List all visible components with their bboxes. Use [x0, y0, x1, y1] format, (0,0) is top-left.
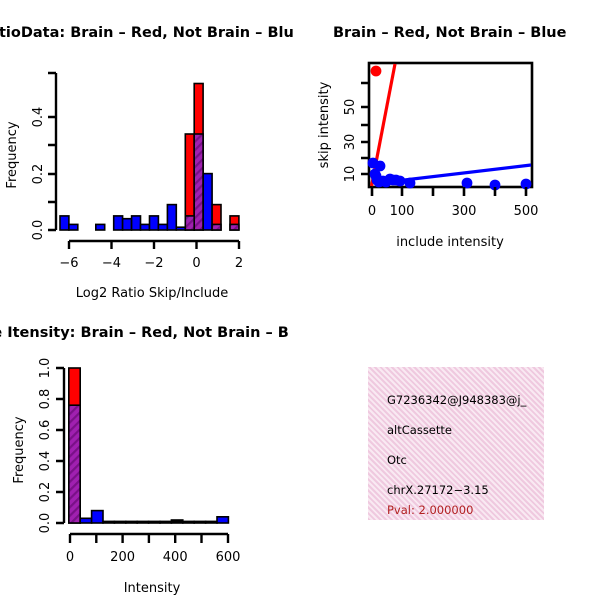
intensity-hist-ylabel: Frequency: [12, 416, 27, 483]
scatter-y-axis: 10 30 50 skip intensity: [317, 81, 369, 182]
intensity-xtick-200: 200: [110, 550, 135, 565]
intensity-hist-xlabel: Intensity: [124, 581, 181, 596]
intensity-histogram-panel: 0.0 0.2 0.4 0.6 0.8 1.0 Frequency 0 200 …: [0, 355, 290, 600]
ratio-xtick-2: 2: [235, 256, 243, 271]
scatter-ylabel: skip intensity: [317, 81, 332, 168]
intensity-hist-y-axis: 0.0 0.2 0.4 0.6 0.8 1.0 Frequency: [12, 358, 66, 534]
ratio-hist-ylabel: Frequency: [5, 121, 20, 188]
ratio-xtick-n2: −2: [144, 256, 163, 271]
scatter-xlabel: include intensity: [396, 235, 504, 250]
locus-text: chrX.27172−3.15: [387, 483, 489, 497]
intensity-xtick-600: 600: [216, 550, 241, 565]
ratio-histogram-svg: 0.0 0.2 0.4 Frequency −6 −4 −2 0 2 Log2 …: [5, 71, 243, 301]
intensity-xtick-0: 0: [66, 550, 74, 565]
scatter-x-axis: 0 100 300 500 include intensity: [368, 187, 539, 250]
intensity-hist-title: ne Itensity: Brain – Red, Not Brain – B: [0, 325, 289, 341]
ratio-histogram-panel: 0.0 0.2 0.4 Frequency −6 −4 −2 0 2 Log2 …: [0, 55, 290, 305]
scatter-xtick-500: 500: [514, 204, 539, 219]
scatter-ytick-10: 10: [343, 166, 358, 183]
intensity-ytick-10: 1.0: [38, 358, 53, 379]
scatter-svg: 10 30 50 skip intensity 0 100 300 500 in…: [317, 61, 539, 250]
scatter-panel: 10 30 50 skip intensity 0 100 300 500 in…: [290, 50, 600, 310]
ratio-xtick-n4: −4: [102, 256, 121, 271]
intensity-ytick-08: 0.8: [38, 389, 53, 410]
event-id-text: G7236342@J948383@j_: [387, 393, 527, 407]
ratio-ytick-4: 0.4: [31, 107, 46, 128]
scatter-xtick-0: 0: [368, 204, 376, 219]
ratio-ytick-0: 0.0: [31, 220, 46, 241]
pval-text: Pval: 2.000000: [387, 503, 474, 517]
ratio-hist-title: RatioData: Brain – Red, Not Brain – Blu: [0, 25, 294, 41]
scatter-xtick-300: 300: [452, 204, 477, 219]
ratio-hist-x-axis: −6 −4 −2 0 2 Log2 Ratio Skip/Include: [59, 239, 243, 301]
ratio-xtick-0: 0: [192, 256, 200, 271]
intensity-ytick-00: 0.0: [38, 513, 53, 534]
scatter-xtick-100: 100: [390, 204, 415, 219]
ratio-xtick-n6: −6: [59, 256, 78, 271]
intensity-ytick-04: 0.4: [38, 451, 53, 472]
intensity-hist-x-axis: 0 200 400 600 Intensity: [66, 532, 241, 596]
intensity-ytick-02: 0.2: [38, 482, 53, 503]
ratio-hist-y-axis: 0.0 0.2 0.4 Frequency: [5, 71, 58, 241]
scatter-title: Brain – Red, Not Brain – Blue: [333, 25, 567, 41]
intensity-hist-bars: [68, 367, 230, 524]
ratio-ytick-2: 0.2: [31, 164, 46, 185]
scatter-ytick-50: 50: [343, 99, 358, 116]
scatter-points-brain: [370, 65, 382, 77]
gene-name-text: Otc: [387, 453, 407, 467]
scatter-points-not-brain: [367, 157, 532, 191]
intensity-histogram-svg: 0.0 0.2 0.4 0.6 0.8 1.0 Frequency 0 200 …: [12, 358, 241, 596]
ratio-hist-xlabel: Log2 Ratio Skip/Include: [76, 286, 228, 301]
ratio-hist-bars: [59, 82, 240, 231]
intensity-xtick-400: 400: [163, 550, 188, 565]
intensity-ytick-06: 0.6: [38, 420, 53, 441]
scatter-fit-lines: [369, 63, 532, 187]
event-info-box: G7236342@J948383@j_ altCassette Otc chrX…: [368, 367, 544, 520]
scatter-ytick-30: 30: [343, 134, 358, 151]
event-type-text: altCassette: [387, 423, 452, 437]
